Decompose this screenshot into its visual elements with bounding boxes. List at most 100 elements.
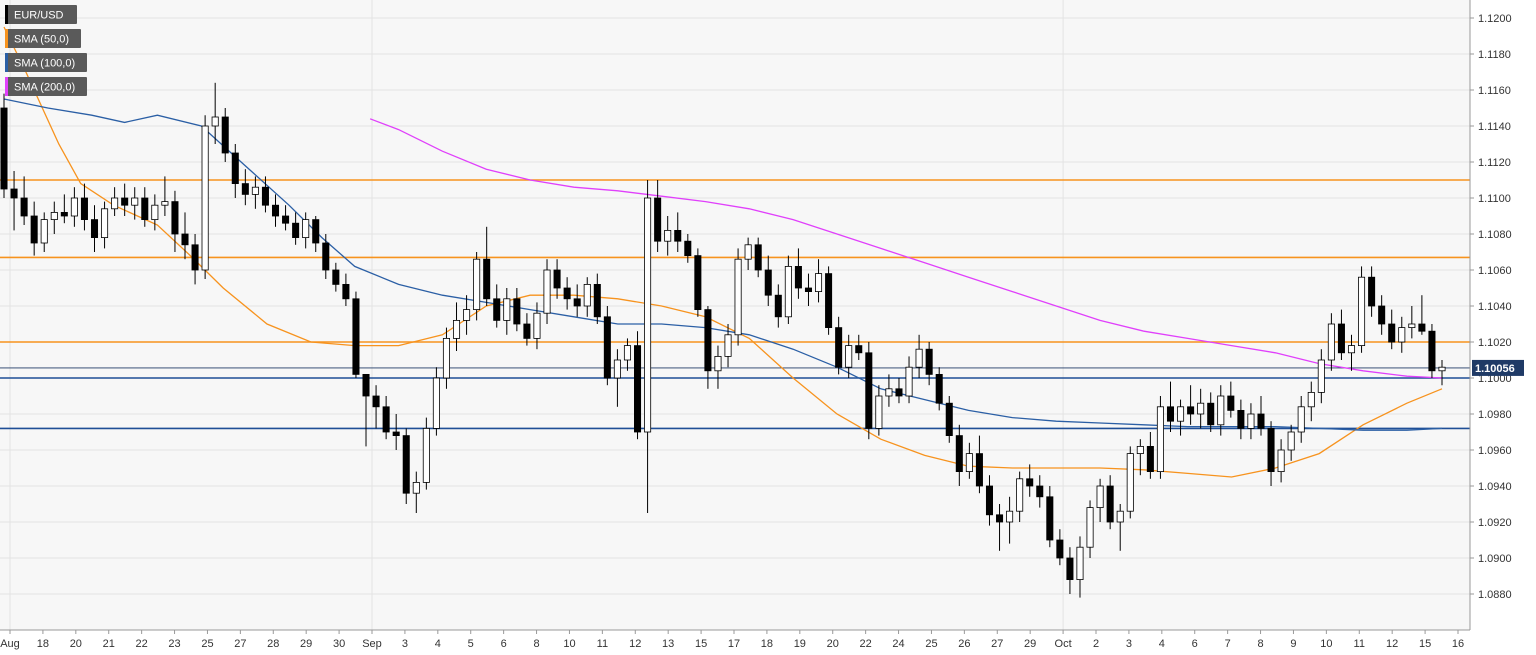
candle <box>1126 446 1134 519</box>
candle-body-down <box>563 287 571 300</box>
legend-item[interactable]: SMA (100,0) <box>5 53 87 72</box>
candle-body-down <box>1146 445 1154 472</box>
candle <box>1207 392 1215 432</box>
candle-body-up <box>101 208 109 239</box>
candle <box>563 277 571 310</box>
candle-body-down <box>392 431 400 436</box>
candle-body-down <box>382 406 390 433</box>
candle-body-up <box>422 427 430 483</box>
legend-item[interactable]: SMA (50,0) <box>5 29 81 48</box>
candle <box>292 212 300 245</box>
legend-item[interactable]: EUR/USD <box>5 5 77 24</box>
y-axis: 1.0880 1.0900 1.0920 1.0940 1.0960 1.0980 1.10… <box>1469 0 1512 630</box>
candle <box>815 259 823 303</box>
x-tick-label: 6 <box>501 638 507 650</box>
candle <box>764 255 772 306</box>
candle-body-up <box>784 265 792 318</box>
candle <box>382 396 390 440</box>
x-tick-label: 13 <box>662 638 674 650</box>
x-tick-label: 2 <box>1093 638 1099 650</box>
legend-box <box>5 53 87 72</box>
candle-body-up <box>905 366 913 397</box>
x-tick-label: 4 <box>435 638 441 650</box>
x-tick-label: 20 <box>827 638 839 650</box>
candle <box>362 373 370 447</box>
x-tick-label: 8 <box>533 638 539 650</box>
x-tick-label: 28 <box>267 638 279 650</box>
candle-body-up <box>1016 478 1024 512</box>
candle-body-down <box>292 222 300 238</box>
candle <box>473 252 481 321</box>
candle <box>804 273 812 306</box>
candle-body-down <box>1066 557 1074 581</box>
x-tick-label: 11 <box>1354 638 1365 650</box>
x-tick-label: 27 <box>991 638 1003 650</box>
candle-body-up <box>453 319 461 339</box>
candle-body-up <box>503 298 511 321</box>
candle-body-up <box>885 388 893 397</box>
candle-body-up <box>915 348 923 368</box>
candle-body-down <box>774 294 782 318</box>
candle-body-down <box>825 273 833 329</box>
candle-body-down <box>603 316 611 379</box>
candle <box>1317 349 1325 404</box>
candle-body-down <box>191 244 199 271</box>
candle <box>1398 316 1406 353</box>
candle <box>342 273 350 306</box>
candle <box>80 183 88 231</box>
candle <box>1036 475 1044 508</box>
x-tick-label: 26 <box>958 638 970 650</box>
legend-label: EUR/USD <box>14 10 64 22</box>
candle-body-up <box>111 197 119 210</box>
candle <box>1267 421 1275 486</box>
x-tick-label: 18 <box>37 638 49 650</box>
candle-body-down <box>1056 539 1064 559</box>
x-tick-label: 20 <box>70 638 82 650</box>
candle <box>463 295 471 335</box>
candle <box>261 176 269 213</box>
candle-body-down <box>1267 427 1275 472</box>
candle <box>1217 385 1225 436</box>
candle-body-down <box>372 395 380 408</box>
x-tick-label: 22 <box>136 638 148 650</box>
candle <box>925 342 933 386</box>
legend-item[interactable]: SMA (200,0) <box>5 77 87 96</box>
candle-body-up <box>1307 391 1315 408</box>
candle-body-down <box>141 197 149 221</box>
candle <box>513 288 521 332</box>
candle <box>613 349 621 407</box>
candle-body-up <box>1317 359 1325 393</box>
candle <box>664 216 672 256</box>
candle <box>1428 324 1436 378</box>
legend-label: SMA (200,0) <box>14 82 75 94</box>
candle-body-down <box>1036 485 1044 498</box>
x-tick-label: Oct <box>1055 638 1072 650</box>
candle-body-up <box>1086 507 1094 548</box>
candle-body-up <box>734 258 742 336</box>
candle <box>774 284 782 328</box>
candle <box>201 115 209 279</box>
candle-body-up <box>875 395 883 429</box>
candle-body-down <box>704 309 712 372</box>
candle-body-up <box>432 377 440 429</box>
candle-body-down <box>1187 406 1195 415</box>
candle-body-up <box>1408 323 1416 328</box>
candle <box>332 262 340 292</box>
candle-body-up <box>1347 345 1356 354</box>
candle-body-up <box>583 283 591 307</box>
candle <box>744 237 752 270</box>
candle-body-down <box>352 298 360 375</box>
candle-body-up <box>412 481 420 494</box>
candle <box>503 288 511 335</box>
candle-body-up <box>442 337 450 379</box>
legend-swatch <box>5 5 8 24</box>
candle <box>161 176 169 216</box>
candle <box>573 284 581 317</box>
candle-body-down <box>935 373 943 404</box>
candle <box>0 93 8 198</box>
candle-body-up <box>1217 395 1225 426</box>
candle <box>714 345 722 389</box>
candle <box>865 342 873 440</box>
